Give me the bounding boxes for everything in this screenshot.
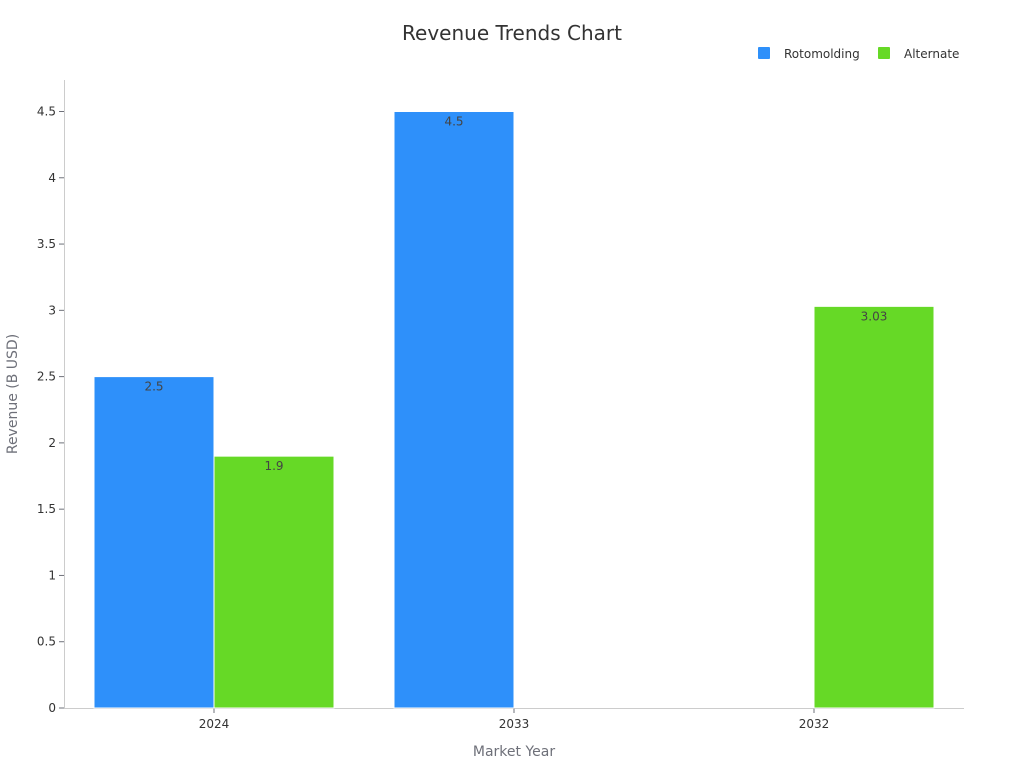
- x-axis-title: Market Year: [473, 744, 555, 760]
- chart-title: Revenue Trends Chart: [402, 21, 622, 45]
- bar-rotomolding[interactable]: [93, 376, 215, 709]
- y-tick-label: 2: [48, 436, 56, 450]
- data-labels: 2.5 4.5 1.9 3.03: [144, 115, 887, 474]
- x-axis-ticks: 2024 2033 2032: [199, 708, 830, 731]
- y-tick-label: 3.5: [37, 237, 56, 251]
- y-tick-label: 4: [48, 171, 56, 185]
- data-label-alternate: 3.03: [861, 309, 888, 323]
- y-tick-label: 2.5: [37, 370, 56, 384]
- x-tick-label: 2032: [799, 717, 830, 731]
- legend-item-rotomolding[interactable]: Rotomolding: [758, 47, 860, 61]
- x-tick-label: 2024: [199, 717, 230, 731]
- y-tick-label: 1: [48, 568, 56, 582]
- legend-swatch-alternate: [878, 47, 890, 59]
- bar-alternate[interactable]: [813, 305, 935, 709]
- y-tick-label: 0.5: [37, 635, 56, 649]
- y-tick-label: 3: [48, 303, 56, 317]
- legend-label-alternate: Alternate: [904, 47, 959, 61]
- bar-alternate[interactable]: [213, 455, 335, 709]
- data-label-alternate: 1.9: [264, 459, 283, 473]
- legend-label-rotomolding: Rotomolding: [784, 47, 860, 61]
- legend-item-alternate[interactable]: Alternate: [878, 47, 959, 61]
- y-tick-label: 0: [48, 701, 56, 715]
- y-axis-title: Revenue (B USD): [5, 334, 21, 454]
- y-tick-label: 1.5: [37, 502, 56, 516]
- bar-rotomolding[interactable]: [393, 111, 515, 709]
- data-label-rotomolding: 4.5: [444, 115, 463, 129]
- bars: [93, 111, 935, 709]
- data-label-rotomolding: 2.5: [144, 380, 163, 394]
- y-axis-ticks: 0 0.5 1 1.5 2 2.5 3 3.5 4 4.5: [37, 105, 64, 715]
- y-tick-label: 4.5: [37, 105, 56, 119]
- legend-swatch-rotomolding: [758, 47, 770, 59]
- x-tick-label: 2033: [499, 717, 530, 731]
- legend: Rotomolding Alternate: [758, 47, 959, 61]
